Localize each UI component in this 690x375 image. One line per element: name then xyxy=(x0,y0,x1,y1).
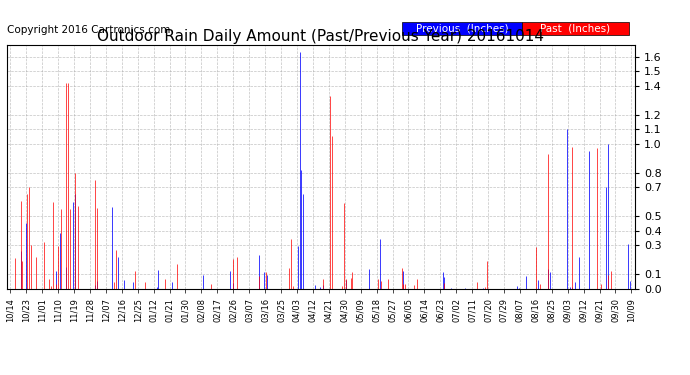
Text: Past  (Inches): Past (Inches) xyxy=(540,24,610,34)
Text: Copyright 2016 Cartronics.com: Copyright 2016 Cartronics.com xyxy=(7,25,170,35)
FancyBboxPatch shape xyxy=(402,22,522,35)
Text: Previous  (Inches): Previous (Inches) xyxy=(416,24,509,34)
Title: Outdoor Rain Daily Amount (Past/Previous Year) 20161014: Outdoor Rain Daily Amount (Past/Previous… xyxy=(97,29,544,44)
FancyBboxPatch shape xyxy=(522,22,629,35)
